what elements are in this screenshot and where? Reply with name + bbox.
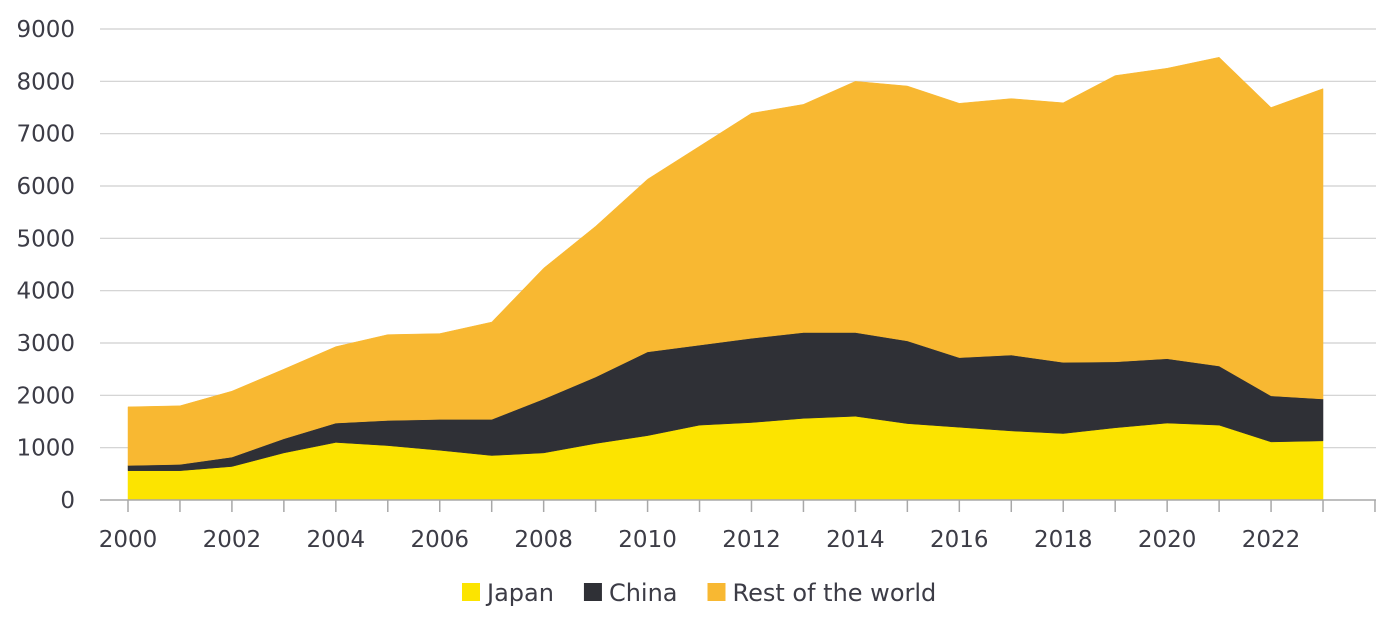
area-series (127, 56, 1324, 501)
y-tick-label-4000: 4000 (16, 279, 75, 305)
x-tick-label-2014: 2014 (826, 527, 885, 553)
x-tick-label-2016: 2016 (930, 527, 989, 553)
legend-swatch (462, 583, 480, 601)
y-tick-label-6000: 6000 (16, 174, 75, 200)
legend-item-rest-of-the-world: Rest of the world (707, 579, 937, 607)
y-tick-label-8000: 8000 (16, 69, 75, 95)
x-tick-label-2012: 2012 (722, 527, 781, 553)
x-tick-label-2006: 2006 (410, 527, 469, 553)
y-tick-label-3000: 3000 (16, 331, 75, 357)
x-tick-label-2004: 2004 (307, 527, 366, 553)
y-tick-label-9000: 9000 (16, 17, 75, 43)
legend-swatch (707, 583, 726, 601)
axes: 0 1000 2000 3000 4000 5000 6000 7000 8000 9000 200… (16, 17, 1376, 553)
legend-label: China (609, 579, 678, 607)
y-tick-label-2000: 2000 (16, 383, 75, 409)
legend-label: Japan (485, 579, 554, 607)
x-tick-label-2022: 2022 (1242, 527, 1301, 553)
y-tick-label-0: 0 (60, 488, 75, 514)
area-rest-of-the-world (127, 56, 1324, 466)
y-tick-label-1000: 1000 (16, 436, 75, 462)
x-tick-label-2000: 2000 (99, 527, 158, 553)
legend-label: Rest of the world (733, 579, 937, 607)
legend-item-china: China (583, 579, 678, 607)
y-tick-label-7000: 7000 (16, 122, 75, 148)
x-tick-label-2002: 2002 (203, 527, 262, 553)
legend-item-japan: Japan (462, 579, 554, 607)
x-tick-label-2010: 2010 (618, 527, 677, 553)
x-tick-label-2020: 2020 (1138, 527, 1197, 553)
x-tick-label-2008: 2008 (514, 527, 573, 553)
legend-swatch (583, 583, 602, 601)
legend: Japan China Rest of the world (462, 579, 936, 607)
x-tick-label-2018: 2018 (1034, 527, 1093, 553)
y-tick-label-5000: 5000 (16, 226, 75, 252)
